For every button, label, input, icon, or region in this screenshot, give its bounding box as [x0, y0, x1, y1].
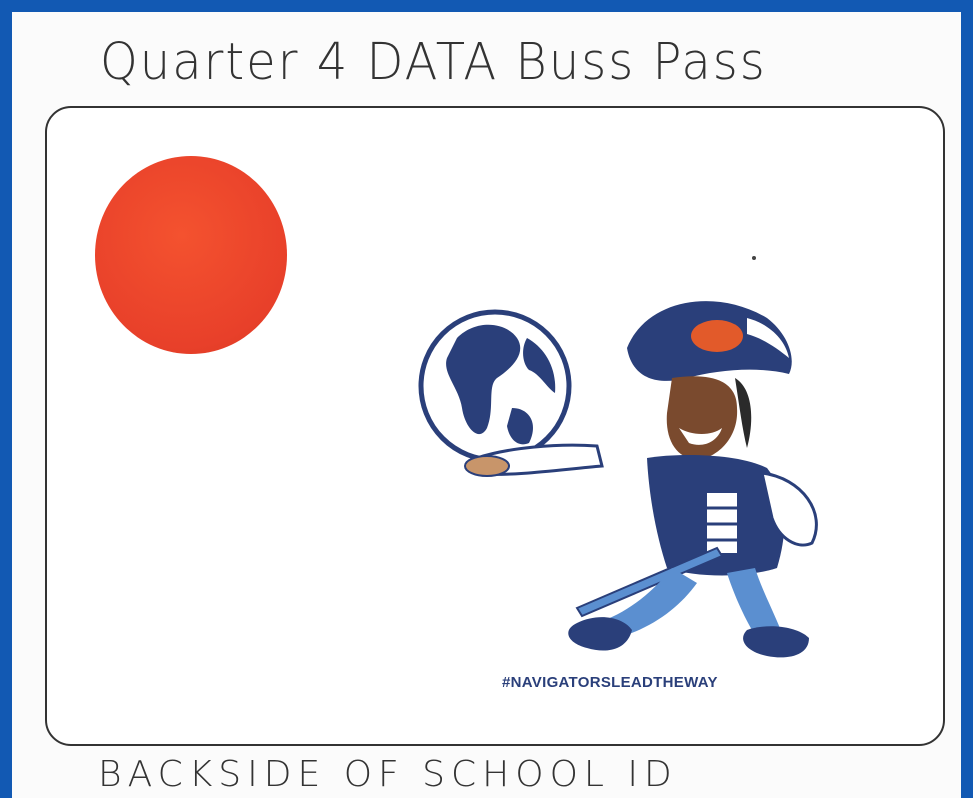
drawing-sheet: Quarter 4 DATA Buss Pass — [12, 12, 961, 798]
ink-speck — [752, 256, 756, 260]
red-dot — [95, 156, 287, 354]
globe-icon — [418, 309, 572, 463]
hashtag-label: #NAVIGATORSLEADTHEWAY — [502, 674, 718, 691]
bus-pass-card: #NAVIGATORSLEADTHEWAY — [45, 106, 945, 746]
page-title: Quarter 4 DATA Buss Pass — [100, 32, 767, 92]
navigator-mascot-icon — [418, 301, 818, 658]
footer-caption: BACKSIDE OF SCHOOL ID — [98, 754, 678, 795]
